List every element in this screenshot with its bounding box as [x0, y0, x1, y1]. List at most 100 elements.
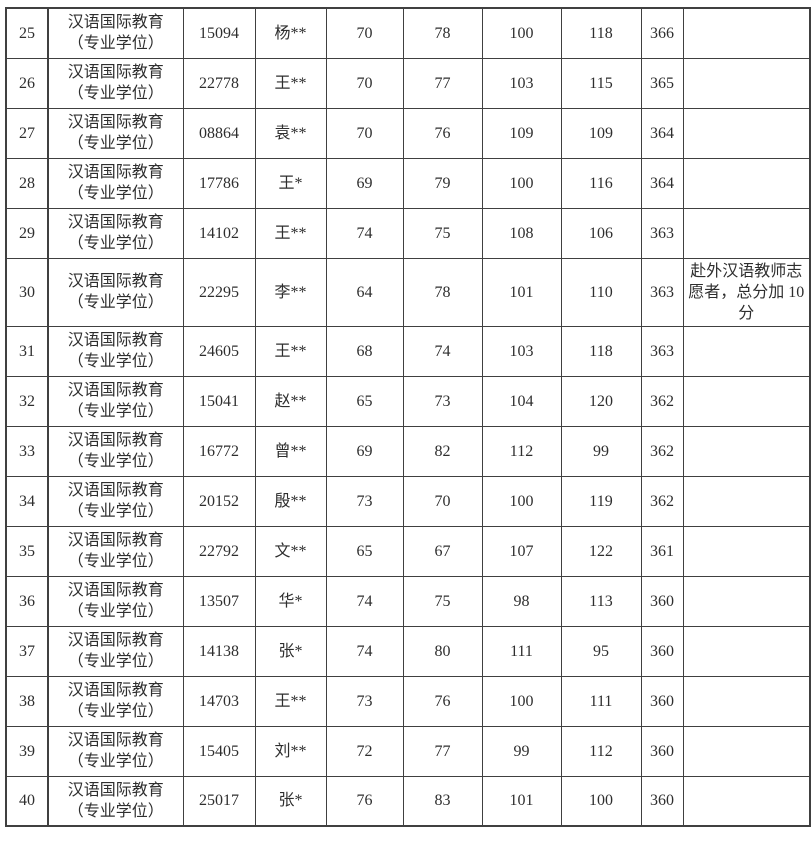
score3-cell: 111 — [481, 625, 562, 677]
total-score-cell: 360 — [640, 775, 684, 827]
score2-cell: 67 — [402, 525, 483, 577]
program-cell: 汉语国际教育 （专业学位） — [47, 7, 184, 59]
score2-cell: 70 — [402, 475, 483, 527]
candidate-id-cell: 22792 — [182, 525, 256, 577]
total-score-cell: 364 — [640, 107, 684, 159]
score1-cell: 73 — [325, 475, 404, 527]
program-cell: 汉语国际教育 （专业学位） — [47, 725, 184, 777]
row-number-cell: 35 — [5, 525, 49, 577]
candidate-id-cell: 14703 — [182, 675, 256, 727]
score1-cell: 68 — [325, 325, 404, 377]
score2-cell: 76 — [402, 675, 483, 727]
score4-cell: 116 — [560, 157, 642, 209]
total-score-cell: 363 — [640, 207, 684, 259]
table-row: 27 汉语国际教育 （专业学位） 08864 袁** 70 76 109 109 364 — [5, 107, 811, 159]
total-score-cell: 360 — [640, 625, 684, 677]
total-score-cell: 360 — [640, 725, 684, 777]
score3-cell: 100 — [481, 7, 562, 59]
score4-cell: 118 — [560, 7, 642, 59]
score1-cell: 69 — [325, 425, 404, 477]
score-table: 25 汉语国际教育 （专业学位） 15094 杨** 70 78 100 118 366 26 汉语… — [5, 7, 811, 827]
program-cell: 汉语国际教育 （专业学位） — [47, 375, 184, 427]
program-cell: 汉语国际教育 （专业学位） — [47, 675, 184, 727]
remark-cell — [682, 7, 811, 59]
score-table-body: 25 汉语国际教育 （专业学位） 15094 杨** 70 78 100 118 366 26 汉语… — [5, 7, 811, 827]
row-number-cell: 28 — [5, 157, 49, 209]
remark-cell — [682, 575, 811, 627]
remark-cell — [682, 375, 811, 427]
row-number-cell: 40 — [5, 775, 49, 827]
candidate-id-cell: 14102 — [182, 207, 256, 259]
score3-cell: 100 — [481, 475, 562, 527]
score1-cell: 64 — [325, 257, 404, 327]
total-score-cell: 362 — [640, 375, 684, 427]
candidate-id-cell: 14138 — [182, 625, 256, 677]
candidate-name-cell: 李** — [254, 257, 327, 327]
candidate-name-cell: 杨** — [254, 7, 327, 59]
score2-cell: 78 — [402, 257, 483, 327]
remark-cell — [682, 775, 811, 827]
score1-cell: 70 — [325, 107, 404, 159]
row-number-cell: 29 — [5, 207, 49, 259]
score4-cell: 119 — [560, 475, 642, 527]
row-number-cell: 25 — [5, 7, 49, 59]
row-number-cell: 38 — [5, 675, 49, 727]
table-row: 25 汉语国际教育 （专业学位） 15094 杨** 70 78 100 118 366 — [5, 7, 811, 59]
score2-cell: 77 — [402, 57, 483, 109]
remark-cell — [682, 107, 811, 159]
table-row: 29 汉语国际教育 （专业学位） 14102 王** 74 75 108 106 363 — [5, 207, 811, 259]
score3-cell: 101 — [481, 775, 562, 827]
row-number-cell: 37 — [5, 625, 49, 677]
score1-cell: 69 — [325, 157, 404, 209]
row-number-cell: 33 — [5, 425, 49, 477]
program-cell: 汉语国际教育 （专业学位） — [47, 257, 184, 327]
candidate-name-cell: 文** — [254, 525, 327, 577]
candidate-id-cell: 22778 — [182, 57, 256, 109]
table-row: 30 汉语国际教育 （专业学位） 22295 李** 64 78 101 110 363 赴外汉语… — [5, 257, 811, 327]
score2-cell: 82 — [402, 425, 483, 477]
candidate-name-cell: 张* — [254, 775, 327, 827]
program-cell: 汉语国际教育 （专业学位） — [47, 107, 184, 159]
score1-cell: 65 — [325, 375, 404, 427]
row-number-cell: 36 — [5, 575, 49, 627]
remark-cell — [682, 625, 811, 677]
score3-cell: 112 — [481, 425, 562, 477]
table-row: 34 汉语国际教育 （专业学位） 20152 殷** 73 70 100 119 362 — [5, 475, 811, 527]
total-score-cell: 365 — [640, 57, 684, 109]
program-cell: 汉语国际教育 （专业学位） — [47, 207, 184, 259]
row-number-cell: 34 — [5, 475, 49, 527]
candidate-id-cell: 13507 — [182, 575, 256, 627]
candidate-id-cell: 22295 — [182, 257, 256, 327]
candidate-name-cell: 刘** — [254, 725, 327, 777]
remark-cell: 赴外汉语教师志 愿者，总分加 10 分 — [682, 257, 811, 327]
program-cell: 汉语国际教育 （专业学位） — [47, 525, 184, 577]
score4-cell: 115 — [560, 57, 642, 109]
score3-cell: 108 — [481, 207, 562, 259]
score2-cell: 80 — [402, 625, 483, 677]
table-row: 38 汉语国际教育 （专业学位） 14703 王** 73 76 100 111 360 — [5, 675, 811, 727]
row-number-cell: 32 — [5, 375, 49, 427]
table-row: 35 汉语国际教育 （专业学位） 22792 文** 65 67 107 122 361 — [5, 525, 811, 577]
candidate-id-cell: 24605 — [182, 325, 256, 377]
candidate-name-cell: 殷** — [254, 475, 327, 527]
total-score-cell: 362 — [640, 475, 684, 527]
candidate-name-cell: 王* — [254, 157, 327, 209]
total-score-cell: 361 — [640, 525, 684, 577]
total-score-cell: 363 — [640, 325, 684, 377]
row-number-cell: 27 — [5, 107, 49, 159]
score4-cell: 111 — [560, 675, 642, 727]
candidate-name-cell: 曾** — [254, 425, 327, 477]
table-row: 40 汉语国际教育 （专业学位） 25017 张* 76 83 101 100 360 — [5, 775, 811, 827]
candidate-name-cell: 王** — [254, 207, 327, 259]
candidate-name-cell: 袁** — [254, 107, 327, 159]
remark-cell — [682, 325, 811, 377]
remark-cell — [682, 57, 811, 109]
score1-cell: 74 — [325, 575, 404, 627]
score3-cell: 104 — [481, 375, 562, 427]
score4-cell: 100 — [560, 775, 642, 827]
table-row: 39 汉语国际教育 （专业学位） 15405 刘** 72 77 99 112 360 — [5, 725, 811, 777]
score2-cell: 77 — [402, 725, 483, 777]
score3-cell: 103 — [481, 57, 562, 109]
score3-cell: 100 — [481, 157, 562, 209]
remark-cell — [682, 525, 811, 577]
